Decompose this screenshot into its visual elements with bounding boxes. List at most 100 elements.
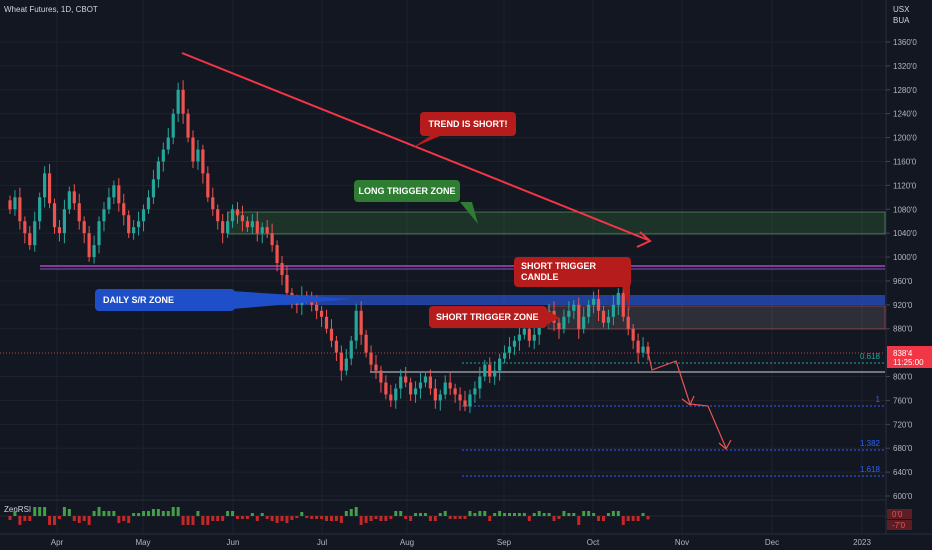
candle-body [265, 227, 269, 234]
time-axis-labels[interactable]: Apr May Jun Jul Aug Sep Oct Nov Dec 2023 [51, 538, 872, 547]
histogram-bar [82, 516, 86, 521]
histogram-bar [260, 513, 264, 516]
candle-body [349, 340, 353, 359]
histogram-bar [453, 516, 457, 519]
y-tick-label: 640'0 [893, 468, 913, 477]
candle-body [616, 292, 620, 305]
indicator-value-top: 0'0 [892, 510, 903, 519]
histogram-bar [18, 516, 22, 525]
histogram-bar [562, 511, 566, 516]
y-tick-label: 960'0 [893, 277, 913, 286]
candle-body [112, 185, 116, 198]
candle-body [319, 310, 324, 317]
histogram-bar [458, 516, 462, 519]
candle-body [107, 197, 111, 210]
candle-body [399, 376, 403, 389]
histogram-bar [329, 516, 333, 521]
candle-body [122, 203, 126, 216]
candle-body [221, 221, 225, 234]
histogram-bar [171, 507, 175, 516]
histogram-bar [527, 516, 531, 521]
symbol-title[interactable]: Wheat Futures, 1D, CBOT [4, 5, 98, 14]
projection-path [647, 351, 727, 449]
candle-body [433, 388, 437, 401]
candle-body [206, 173, 210, 198]
histogram-bar [38, 507, 42, 516]
indicator-name[interactable]: ZenRSI [4, 505, 31, 514]
y-tick-label: 1240'0 [893, 110, 917, 119]
fib-label-1618: 1.618 [860, 465, 881, 474]
candle-body [77, 203, 81, 222]
candle-body [255, 221, 259, 234]
candle-body [72, 191, 76, 204]
candle-body [473, 388, 477, 395]
daily-zone-callout[interactable]: DAILY S/R ZONE [95, 289, 352, 311]
candle-body [443, 382, 447, 395]
candle-body [562, 316, 566, 329]
y-tick-label: 1160'0 [893, 157, 917, 166]
histogram-bar [28, 516, 32, 521]
histogram-bar [295, 516, 299, 518]
axis-currency-label: BUA [893, 16, 910, 25]
candle-body [522, 328, 526, 335]
histogram-bar [77, 516, 81, 523]
histogram-bar [250, 513, 254, 516]
daily-zone-callout-text: DAILY S/R ZONE [103, 295, 174, 305]
x-tick-label: Sep [497, 538, 512, 547]
price-axis-labels[interactable]: 1360'0 1320'0 1280'0 1240'0 1200'0 1160'0 1120… [886, 38, 917, 501]
candle-body [47, 173, 52, 204]
y-tick-label: 920'0 [893, 301, 913, 310]
histogram-bar [166, 511, 170, 516]
candle-body [626, 316, 630, 329]
candle-body [176, 89, 180, 114]
indicator-histogram [8, 507, 650, 525]
histogram-bar [33, 507, 37, 516]
candle-body [57, 227, 62, 234]
short-candle-callout[interactable]: SHORT TRIGGER CANDLE [514, 257, 631, 312]
y-tick-label: 1040'0 [893, 229, 917, 238]
short-zone-callout[interactable]: SHORT TRIGGER ZONE [429, 306, 560, 328]
histogram-bar [236, 516, 240, 519]
candle-body [493, 370, 497, 377]
y-tick-label: 680'0 [893, 444, 913, 453]
long-zone-callout[interactable]: LONG TRIGGER ZONE [354, 180, 478, 224]
y-tick-label: 800'0 [893, 373, 913, 382]
trend-callout[interactable]: TREND IS SHORT! [412, 112, 516, 148]
candle-body [359, 310, 363, 335]
x-tick-label: Jun [227, 538, 240, 547]
histogram-bar [211, 516, 215, 521]
short-zone-callout-text: SHORT TRIGGER ZONE [436, 312, 539, 322]
histogram-bar [616, 511, 620, 516]
histogram-bar [92, 511, 96, 516]
candle-body [196, 149, 200, 162]
candle-body [641, 346, 645, 353]
candle-body [33, 221, 37, 246]
histogram-bar [191, 516, 195, 525]
candle-body [458, 394, 462, 401]
histogram-bar [142, 511, 146, 516]
histogram-bar [8, 516, 12, 520]
indicator-tag-bottom [887, 520, 912, 530]
candle-body [364, 334, 368, 353]
histogram-bar [374, 516, 378, 519]
candle-body [245, 221, 249, 228]
histogram-bar [206, 516, 210, 525]
histogram-bar [418, 513, 422, 516]
candle-body [532, 334, 536, 341]
histogram-bar [537, 511, 541, 516]
histogram-bar [102, 511, 106, 516]
candle-body [275, 245, 279, 264]
histogram-bar [265, 516, 269, 519]
histogram-bar [636, 516, 640, 521]
histogram-bar [285, 516, 289, 523]
histogram-bar [48, 516, 52, 525]
candle-body [117, 185, 121, 204]
candle-body [631, 328, 635, 341]
y-tick-label: 1200'0 [893, 134, 917, 143]
x-tick-label: May [135, 538, 150, 547]
candle-body [354, 310, 358, 341]
histogram-bar [582, 511, 586, 516]
y-tick-label: 720'0 [893, 420, 913, 429]
histogram-bar [305, 516, 309, 518]
candle-body [567, 310, 571, 317]
